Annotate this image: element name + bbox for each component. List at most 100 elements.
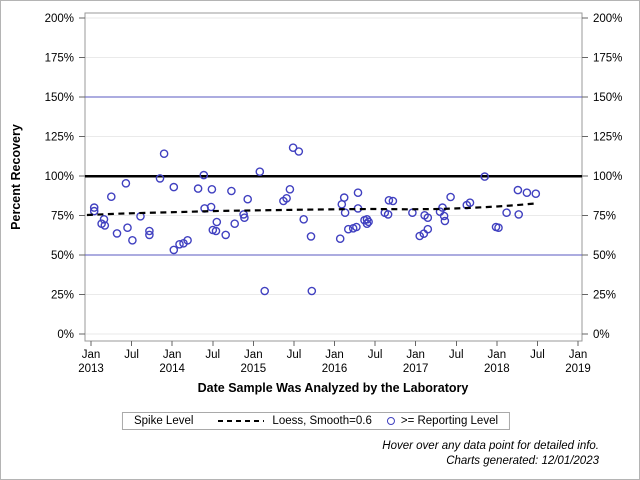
chart-legend: Spike Level Loess, Smooth=0.6 >= Reporti… (121, 412, 511, 430)
data-point[interactable] (480, 172, 490, 181)
data-point[interactable] (288, 143, 298, 152)
data-point[interactable] (112, 229, 122, 238)
loess-curve (86, 202, 536, 217)
data-point[interactable] (514, 210, 524, 219)
data-point[interactable] (423, 224, 433, 234)
data-point[interactable] (339, 193, 349, 202)
y-axis-tick-label-right: 100% (593, 171, 622, 183)
data-point[interactable] (384, 195, 394, 205)
data-point[interactable] (230, 219, 239, 228)
data-point[interactable] (299, 214, 309, 224)
data-point[interactable] (145, 226, 154, 236)
data-point[interactable] (107, 192, 116, 201)
data-point[interactable] (260, 286, 270, 296)
data-point[interactable] (439, 211, 449, 221)
y-axis-tick-label: 25% (51, 290, 74, 302)
data-point[interactable] (159, 149, 169, 158)
x-axis-tick-year-label: 2014 (159, 363, 185, 375)
y-axis-tick-label: 125% (45, 132, 74, 144)
y-axis-tick-label: 175% (45, 53, 74, 65)
x-axis-tick-label: Jul (205, 349, 220, 361)
legend-entry-loess-label: Loess, Smooth=0.6 (272, 415, 372, 427)
data-point[interactable] (388, 196, 398, 206)
data-point[interactable] (335, 234, 345, 243)
data-point[interactable] (362, 219, 372, 228)
data-point[interactable] (199, 170, 209, 180)
data-point[interactable] (465, 198, 475, 207)
data-point[interactable] (306, 232, 316, 241)
footer-hover-note: Hover over any data point for detailed i… (382, 440, 599, 452)
data-point[interactable] (502, 208, 511, 217)
data-point[interactable] (513, 185, 523, 195)
data-point[interactable] (175, 239, 184, 249)
data-point[interactable] (211, 226, 221, 236)
data-point[interactable] (364, 217, 373, 227)
data-point[interactable] (243, 194, 252, 204)
y-axis-tick-label-right: 175% (593, 53, 622, 65)
data-point[interactable] (169, 245, 179, 255)
y-axis-tick-label-right: 75% (593, 211, 616, 223)
legend-title: Spike Level (133, 415, 194, 427)
data-point[interactable] (128, 235, 137, 245)
x-axis-tick-label: Jan (82, 349, 101, 361)
data-point[interactable] (240, 213, 249, 222)
x-axis-tick-label: Jul (287, 349, 302, 361)
data-point[interactable] (183, 235, 192, 245)
data-point[interactable] (255, 167, 265, 176)
data-point[interactable] (121, 178, 131, 188)
y-axis-tick-label-right: 25% (593, 290, 616, 302)
data-point[interactable] (343, 224, 353, 234)
x-axis-tick-label: Jan (244, 349, 263, 361)
data-point[interactable] (193, 184, 203, 193)
y-axis-tick-label: 0% (57, 329, 74, 341)
y-axis-tick-label: 100% (45, 171, 74, 183)
data-point[interactable] (423, 213, 433, 222)
footer-generated-date: Charts generated: 12/01/2023 (446, 455, 599, 467)
chart-footer: Hover over any data point for detailed i… (382, 439, 599, 469)
data-point[interactable] (207, 184, 217, 194)
x-axis-title: Date Sample Was Analyzed by the Laborato… (198, 381, 469, 395)
x-axis-tick-label: Jul (124, 349, 139, 361)
data-point[interactable] (446, 192, 455, 202)
data-point[interactable] (294, 147, 304, 156)
data-point[interactable] (282, 193, 291, 203)
data-point[interactable] (440, 216, 450, 226)
y-axis-tick-label-right: 150% (593, 92, 622, 104)
x-axis-tick-year-label: 2016 (322, 363, 348, 375)
data-point[interactable] (227, 186, 236, 196)
y-axis-title: Percent Recovery (9, 124, 23, 230)
x-axis-tick-label: Jan (325, 349, 344, 361)
data-point[interactable] (353, 188, 363, 197)
data-point[interactable] (383, 210, 393, 219)
y-axis-tick-label: 150% (45, 92, 74, 104)
data-point[interactable] (438, 203, 447, 212)
data-point[interactable] (123, 223, 132, 232)
data-point[interactable] (415, 231, 425, 241)
data-point[interactable] (169, 182, 179, 192)
legend-entry-reporting-level-label: >= Reporting Level (400, 415, 499, 427)
data-point[interactable] (239, 210, 248, 219)
data-point[interactable] (531, 189, 541, 198)
data-point[interactable] (494, 223, 503, 232)
data-point[interactable] (221, 230, 230, 240)
data-point[interactable] (340, 208, 350, 217)
data-point[interactable] (99, 214, 109, 224)
x-axis-tick-year-label: 2015 (241, 363, 267, 375)
y-axis-tick-label-right: 200% (593, 13, 622, 25)
x-axis-tick-label: Jan (488, 349, 507, 361)
data-point[interactable] (522, 188, 532, 197)
data-point[interactable] (89, 203, 99, 212)
data-point[interactable] (352, 222, 361, 232)
data-point[interactable] (307, 286, 317, 296)
data-point[interactable] (206, 202, 216, 212)
data-point[interactable] (89, 206, 99, 216)
data-point[interactable] (100, 221, 110, 230)
data-point[interactable] (285, 184, 295, 194)
data-point[interactable] (155, 174, 165, 183)
x-axis-tick-label: Jan (406, 349, 425, 361)
data-point[interactable] (145, 230, 154, 240)
y-axis-tick-label-right: 50% (593, 250, 616, 262)
data-point[interactable] (212, 217, 222, 227)
y-axis-tick-label-right: 0% (593, 329, 610, 341)
